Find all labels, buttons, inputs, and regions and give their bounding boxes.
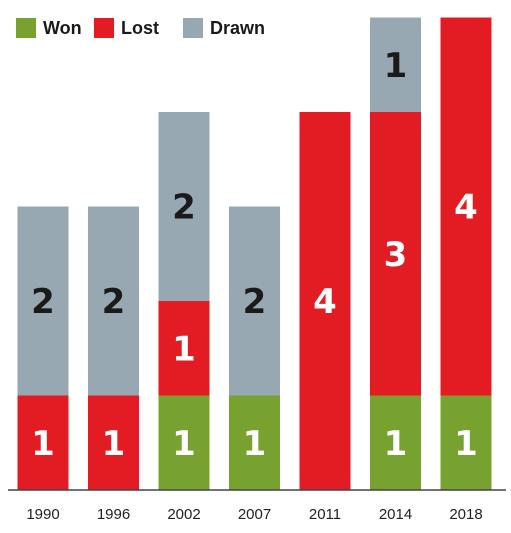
data-label-drawn-2007: 2 (243, 282, 267, 322)
legend-label-lost: Lost (121, 18, 159, 38)
bar-segment-lost-1996 (88, 395, 139, 490)
data-label-lost-2002: 1 (172, 329, 196, 369)
x-tick-label-2007: 2007 (238, 506, 271, 523)
bar-segment-won-2014 (370, 395, 421, 490)
bar-group-1990: 12 (17, 206, 69, 490)
bar-segment-drawn-2002 (158, 112, 210, 301)
data-label-lost-2018: 4 (454, 188, 478, 228)
bar-segment-lost-2018 (440, 17, 492, 396)
bar-segment-drawn-1990 (17, 206, 69, 396)
bar-segment-lost-2014 (370, 112, 421, 396)
legend: Won Lost Drawn (16, 18, 265, 38)
legend-label-won: Won (43, 18, 82, 38)
x-tick-label-1996: 1996 (97, 506, 130, 523)
x-tick-label-2002: 2002 (167, 506, 200, 523)
bar-segment-won-2002 (158, 395, 210, 490)
bar-segment-lost-2011 (299, 112, 351, 490)
data-label-lost-1990: 1 (31, 424, 55, 464)
data-label-lost-1996: 1 (102, 424, 126, 464)
data-label-won-2014: 1 (384, 424, 408, 464)
bar-segment-won-2018 (440, 395, 492, 490)
legend-swatch-won (16, 18, 36, 38)
bar-segment-drawn-1996 (88, 206, 139, 396)
data-label-lost-2014: 3 (384, 235, 408, 275)
data-label-lost-2011: 4 (313, 282, 337, 322)
bar-segment-lost-2002 (158, 301, 210, 396)
data-label-won-2007: 1 (243, 424, 267, 464)
bar-group-2018: 14 (440, 17, 492, 490)
legend-label-drawn: Drawn (210, 18, 265, 38)
bar-segment-drawn-2014 (370, 17, 421, 112)
data-label-drawn-1996: 2 (102, 282, 126, 322)
bar-group-2007: 12 (229, 206, 280, 490)
bar-group-1996: 12 (88, 206, 139, 490)
data-label-drawn-2014: 1 (384, 46, 408, 86)
bar-segment-drawn-2007 (229, 206, 280, 396)
bar-group-2011: 4 (299, 112, 351, 490)
bar-segment-won-2007 (229, 395, 280, 490)
x-tick-label-2018: 2018 (449, 506, 482, 523)
data-label-drawn-2002: 2 (172, 188, 196, 228)
bar-segment-lost-1990 (17, 395, 69, 490)
x-tick-label-1990: 1990 (26, 506, 59, 523)
data-label-drawn-1990: 2 (31, 282, 55, 322)
legend-swatch-drawn (183, 18, 203, 38)
bar-group-2002: 1 1 2 (158, 112, 210, 490)
x-tick-label-2014: 2014 (379, 506, 412, 523)
legend-swatch-lost (94, 18, 114, 38)
x-tick-label-2011: 2011 (309, 506, 341, 523)
bar-group-2014: 1 3 1 (370, 17, 421, 490)
x-axis-ticks: 1990 1996 2002 2007 2011 2014 2018 (26, 506, 482, 523)
data-label-won-2018: 1 (454, 424, 478, 464)
data-label-won-2002: 1 (172, 424, 196, 464)
